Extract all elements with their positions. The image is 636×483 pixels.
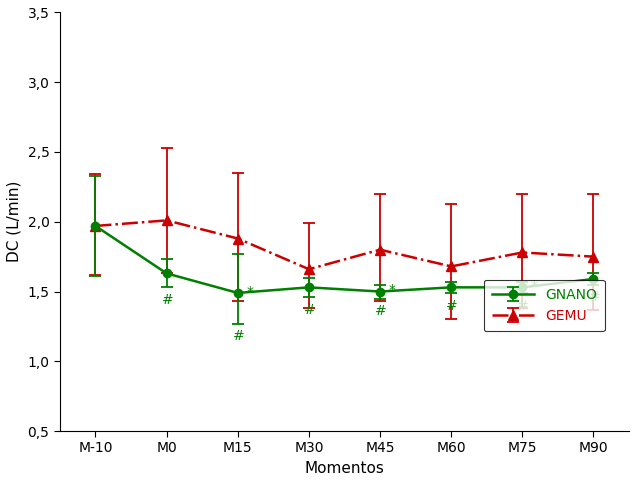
Text: *: * (246, 284, 253, 298)
X-axis label: Momentos: Momentos (305, 461, 384, 476)
Text: #: # (161, 293, 172, 307)
Text: #: # (374, 304, 386, 318)
Text: #: # (516, 298, 528, 313)
Y-axis label: DC (L/min): DC (L/min) (7, 181, 22, 262)
Text: *: * (531, 279, 538, 293)
Text: #: # (232, 329, 244, 343)
Legend: GNANO, GEMU: GNANO, GEMU (484, 280, 605, 331)
Text: #: # (588, 290, 599, 304)
Text: *: * (389, 283, 396, 297)
Text: #: # (303, 303, 315, 317)
Text: #: # (445, 298, 457, 313)
